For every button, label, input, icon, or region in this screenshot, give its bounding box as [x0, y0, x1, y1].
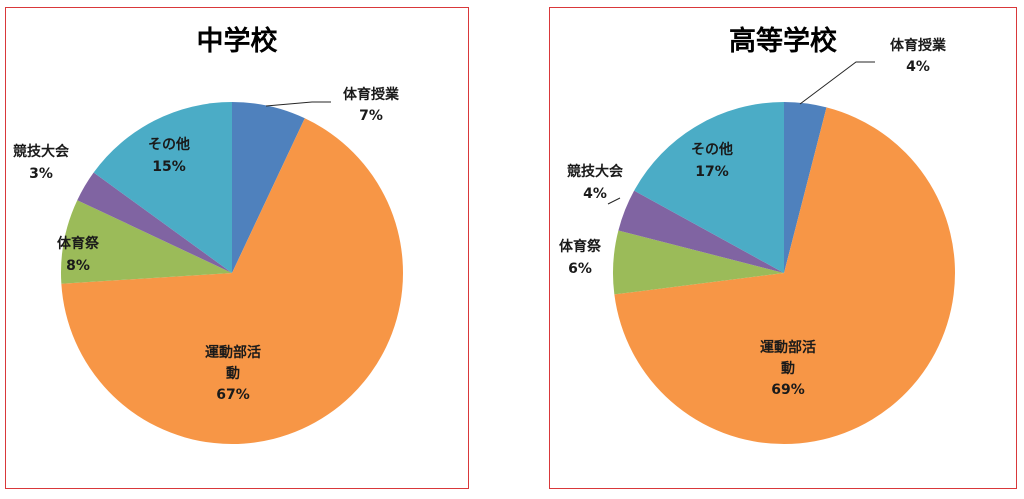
pie-slice-4 — [93, 102, 232, 273]
leader-line — [265, 101, 331, 107]
category-label: 体育授業 — [343, 86, 400, 103]
leader-line — [607, 197, 621, 205]
category-label: 体育授業 — [890, 37, 947, 54]
pie-slice-1 — [61, 118, 404, 444]
category-label: 運動部活 — [760, 339, 816, 356]
value-label: 8% — [66, 258, 90, 274]
leader-line — [799, 61, 875, 105]
category-label: その他 — [691, 141, 733, 158]
value-label: 6% — [568, 261, 592, 277]
category-label: 競技大会 — [567, 163, 624, 180]
pie-slice-0 — [784, 102, 827, 273]
chart-panel-junior-high: 中学校 体育授業 7% 運動部活動 67% 体育祭 8% 競技大会 3% その他 15% — [5, 7, 469, 489]
value-label: 15% — [152, 159, 186, 175]
category-label: 動 — [781, 360, 795, 377]
category-label: 競技大会 — [13, 143, 70, 160]
category-label: 体育祭 — [57, 235, 100, 252]
value-label: 4% — [583, 186, 607, 202]
value-label: 7% — [359, 108, 383, 124]
pie-slice-1 — [614, 107, 956, 444]
chart-title: 高等学校 — [729, 26, 837, 57]
pie-slice-2 — [61, 200, 233, 284]
value-label: 3% — [29, 166, 53, 182]
chart-title: 中学校 — [196, 26, 278, 57]
category-label: 動 — [226, 365, 240, 382]
pie-slice-4 — [634, 102, 784, 273]
category-label: 運動部活 — [205, 344, 261, 361]
value-label: 69% — [771, 382, 805, 398]
pie-slice-0 — [232, 101, 305, 273]
value-label: 67% — [216, 387, 250, 403]
pie-slice-3 — [618, 190, 784, 273]
category-label: 体育祭 — [559, 238, 602, 255]
pie-slice-2 — [613, 230, 784, 295]
chart-panel-high-school: 高等学校 体育授業 4% 運動部活動 69% 体育祭 6% 競技大会 4% その他 17% — [549, 7, 1017, 489]
value-label: 17% — [695, 164, 729, 180]
category-label: その他 — [148, 136, 190, 153]
value-label: 4% — [906, 59, 930, 75]
pie-slice-3 — [77, 172, 233, 273]
